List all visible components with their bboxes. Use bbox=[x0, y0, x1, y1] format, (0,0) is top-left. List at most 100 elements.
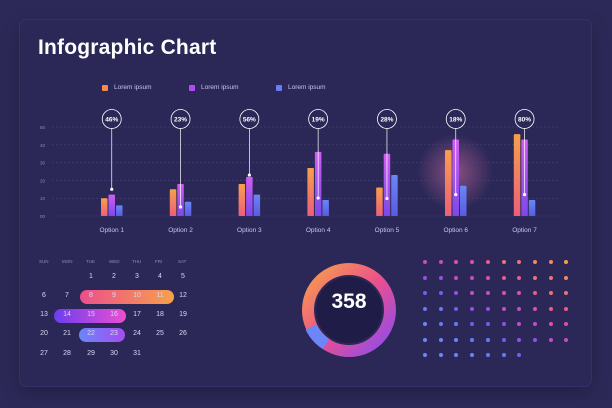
decorative-dot bbox=[501, 291, 506, 295]
decorative-dot bbox=[532, 337, 537, 342]
calendar-day[interactable]: 18 bbox=[156, 311, 164, 318]
decorative-dot bbox=[532, 306, 537, 311]
calendar-day[interactable]: 26 bbox=[179, 330, 187, 337]
calendar-day[interactable]: 29 bbox=[87, 350, 95, 357]
decorative-dot bbox=[564, 260, 569, 264]
legend-item-1: Lorem ipsum bbox=[102, 84, 152, 91]
x-tick-label: Option 6 bbox=[443, 227, 468, 234]
calendar-day[interactable]: 12 bbox=[179, 292, 187, 299]
bar bbox=[246, 176, 253, 216]
decorative-dot bbox=[423, 353, 427, 357]
calendar-day[interactable]: 4 bbox=[158, 273, 162, 280]
percent-badge bbox=[308, 109, 329, 129]
bar bbox=[376, 187, 383, 216]
percent-label: 46% bbox=[105, 117, 118, 124]
legend-label: Lorem ipsum bbox=[201, 84, 239, 91]
bar bbox=[101, 198, 108, 216]
decorative-dot bbox=[454, 337, 459, 342]
calendar-day[interactable]: 17 bbox=[133, 311, 141, 318]
decorative-dot bbox=[454, 353, 459, 357]
calendar-day[interactable]: 28 bbox=[63, 350, 71, 357]
calendar-day[interactable]: 27 bbox=[40, 350, 48, 357]
donut-ring bbox=[302, 263, 396, 357]
decorative-dot bbox=[532, 260, 537, 264]
marker-dot bbox=[110, 187, 114, 191]
x-tick-label: Option 5 bbox=[375, 227, 400, 234]
decorative-dot bbox=[564, 337, 569, 342]
calendar-day[interactable]: 23 bbox=[110, 330, 118, 337]
calendar-range-highlight bbox=[79, 328, 125, 342]
calendar-day[interactable]: 25 bbox=[156, 330, 164, 337]
x-tick-label: Option 1 bbox=[99, 227, 124, 234]
decorative-dot bbox=[517, 306, 522, 311]
decorative-dot bbox=[423, 322, 427, 326]
decorative-dot bbox=[438, 337, 443, 342]
decorative-dot bbox=[423, 337, 427, 342]
percent-label: 18% bbox=[449, 117, 462, 124]
calendar-day[interactable]: 6 bbox=[42, 292, 46, 299]
bar bbox=[169, 189, 177, 216]
donut-segment bbox=[305, 324, 330, 350]
decorative-dot bbox=[438, 291, 443, 295]
calendar-day[interactable]: 5 bbox=[181, 273, 185, 280]
decorative-dot bbox=[532, 291, 537, 295]
decorative-dot bbox=[470, 353, 475, 357]
decorative-dot bbox=[423, 275, 427, 280]
decorative-dot bbox=[501, 322, 506, 326]
calendar-day[interactable]: 21 bbox=[63, 330, 71, 337]
calendar-day[interactable]: 16 bbox=[110, 311, 118, 318]
calendar-day[interactable]: 22 bbox=[87, 330, 95, 337]
decorative-dot bbox=[501, 337, 506, 342]
percent-badge bbox=[377, 109, 397, 129]
calendar-day[interactable]: 13 bbox=[40, 311, 48, 318]
calendar-day[interactable]: 2 bbox=[112, 273, 116, 280]
marker-dot bbox=[385, 196, 389, 201]
percent-badge bbox=[170, 109, 191, 129]
bar bbox=[108, 194, 115, 216]
decorative-dot bbox=[517, 275, 522, 280]
calendar-weekday: MON bbox=[62, 259, 73, 264]
decorative-dot bbox=[564, 291, 569, 295]
calendar-weekday: SAT bbox=[178, 259, 187, 264]
bar bbox=[445, 150, 452, 216]
decorative-dot bbox=[438, 260, 443, 264]
legend-swatch bbox=[189, 84, 195, 91]
calendar-day[interactable]: 31 bbox=[133, 350, 141, 357]
decorative-dot bbox=[470, 322, 475, 326]
decorative-dot bbox=[454, 322, 459, 326]
legend-label: Lorem ipsum bbox=[288, 84, 326, 91]
bar bbox=[528, 199, 536, 216]
calendar-day[interactable]: 14 bbox=[63, 311, 71, 318]
percent-label: 19% bbox=[312, 117, 325, 124]
calendar-day[interactable]: 9 bbox=[112, 292, 116, 299]
percent-badge bbox=[239, 109, 260, 129]
y-tick-label: 50 bbox=[40, 125, 46, 130]
bar bbox=[238, 183, 246, 216]
calendar-day[interactable]: 7 bbox=[65, 292, 69, 299]
calendar-day[interactable]: 1 bbox=[89, 273, 93, 280]
calendar-day[interactable]: 8 bbox=[89, 292, 93, 299]
calendar-day[interactable]: 11 bbox=[156, 292, 164, 299]
calendar-day[interactable]: 10 bbox=[133, 292, 141, 299]
decorative-dot bbox=[501, 306, 506, 311]
decorative-dot bbox=[438, 306, 443, 311]
decorative-dot bbox=[548, 322, 553, 326]
calendar-day[interactable]: 19 bbox=[179, 311, 187, 318]
decorative-dot bbox=[485, 275, 490, 280]
percent-label: 23% bbox=[174, 117, 187, 124]
decorative-dot bbox=[423, 291, 427, 295]
calendar-day[interactable]: 24 bbox=[133, 330, 141, 337]
marker-dot bbox=[247, 173, 251, 177]
calendar-day[interactable]: 3 bbox=[135, 273, 139, 280]
decorative-dot bbox=[564, 306, 569, 311]
legend-item-3: Lorem ipsum bbox=[276, 84, 326, 91]
decorative-dot bbox=[485, 353, 490, 357]
calendar-day[interactable]: 30 bbox=[110, 350, 118, 357]
marker-dot bbox=[316, 196, 320, 200]
decorative-dot bbox=[454, 306, 459, 311]
calendar-day[interactable]: 20 bbox=[40, 330, 48, 337]
decorative-dot bbox=[470, 275, 475, 280]
marker-dot bbox=[178, 205, 183, 209]
calendar-day[interactable]: 15 bbox=[87, 311, 95, 318]
